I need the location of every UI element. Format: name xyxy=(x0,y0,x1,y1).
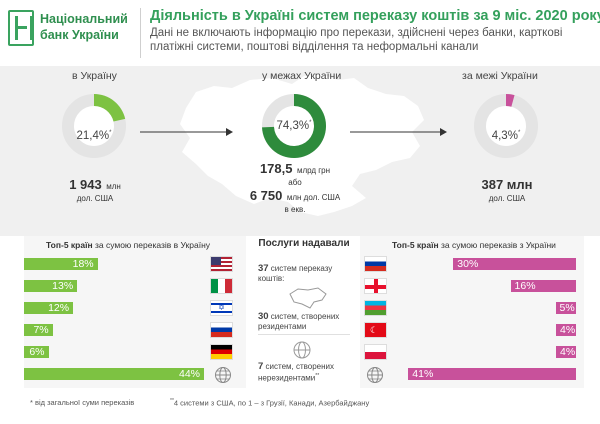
flag-azerbaijan-icon xyxy=(364,300,387,316)
donut-domestic xyxy=(262,94,326,158)
outbound-bar-value: 4% xyxy=(560,324,576,336)
inbound-bar-value: 18% xyxy=(72,258,94,270)
flag-germany-icon xyxy=(210,344,233,360)
globe-icon xyxy=(366,366,384,389)
flag-georgia-icon xyxy=(364,278,387,294)
flag-israel-icon: ✡ xyxy=(210,300,233,316)
flag-poland-icon xyxy=(364,344,387,360)
inbound-bar-value: 6% xyxy=(29,346,45,358)
donut-outbound xyxy=(474,94,538,158)
inbound-bar: 12% xyxy=(24,302,74,314)
flows-band: в Україну у межах України за межі Україн… xyxy=(0,66,600,236)
inbound-bar: 18% xyxy=(24,258,98,270)
inbound-donut-center xyxy=(74,106,114,146)
outbound-bar: 41% xyxy=(408,368,576,380)
inbound-bar: 7% xyxy=(24,324,53,336)
flag-turkey-icon: ☾ xyxy=(364,322,387,338)
header-divider xyxy=(140,8,141,58)
footnote-1: * від загальної суми переказів xyxy=(30,398,135,407)
inbound-bar: 6% xyxy=(24,346,49,358)
inbound-label: в Україну xyxy=(72,70,117,82)
donut-inbound xyxy=(62,94,126,158)
logo-line-2: банк України xyxy=(40,28,119,42)
flag-usa-icon xyxy=(210,256,233,272)
inbound-bar: 13% xyxy=(24,280,78,292)
flag-italy-icon xyxy=(210,278,233,294)
domestic-donut-center xyxy=(274,106,314,146)
services-block: Послуги надавали 37 систем переказу кошт… xyxy=(252,236,356,388)
globe-icon xyxy=(293,341,311,359)
domestic-percent: 74,3%* xyxy=(276,120,312,132)
outbound-donut-center xyxy=(486,106,526,146)
footnote-2: **4 системи з США, по 1 – з Грузії, Кана… xyxy=(170,398,370,408)
top-inbound-title: Топ-5 країн за сумою переказів в Україну xyxy=(46,240,211,250)
outbound-bar-value: 4% xyxy=(560,346,576,358)
outbound-amount: 387 млн дол. США xyxy=(481,177,533,203)
outbound-bar: 16% xyxy=(510,280,576,292)
outbound-bar-value: 5% xyxy=(559,302,575,314)
inbound-bar-value: 13% xyxy=(52,280,74,292)
nbu-logo: Національний банк України xyxy=(8,10,136,50)
top-outbound-title: Топ-5 країн за сумою переказів з України xyxy=(392,240,556,250)
logo-line-1: Національний xyxy=(40,12,128,26)
outbound-bar: 4% xyxy=(556,346,576,358)
panel-top-outbound: Топ-5 країн за сумою переказів з України… xyxy=(360,236,584,388)
panel-top-inbound: Топ-5 країн за сумою переказів в Україну… xyxy=(24,236,246,388)
inbound-donut-slice xyxy=(94,94,126,122)
outbound-donut-slice xyxy=(506,94,515,107)
flag-russia-icon xyxy=(364,256,387,272)
globe-icon xyxy=(214,366,232,389)
arrow-outbound-head xyxy=(440,128,447,136)
services-separator xyxy=(258,334,350,335)
inbound-amount: 1 943 млн дол. США xyxy=(69,177,121,203)
services-residents: 30 систем, створених резидентами xyxy=(258,311,340,331)
outbound-bar: 30% xyxy=(453,258,576,270)
services-title: Послуги надавали xyxy=(258,238,350,249)
domestic-amount: 178,5 млрд грн або 6 750 млн дол. США в … xyxy=(249,161,341,214)
outbound-bar-value: 41% xyxy=(412,368,434,380)
arrow-inbound-head xyxy=(226,128,233,136)
inbound-bar-value: 7% xyxy=(33,324,49,336)
inbound-bar-value: 12% xyxy=(48,302,70,314)
outbound-bar: 4% xyxy=(556,324,576,336)
outbound-bar-value: 16% xyxy=(514,280,536,292)
services-total: 37 систем переказу коштів: xyxy=(258,263,333,283)
logo-text: Національний банк України xyxy=(40,11,128,43)
domestic-label: у межах України xyxy=(262,70,342,82)
page-subtitle: Дані не включають інформацію про переказ… xyxy=(150,27,563,53)
inbound-percent: 21,4%* xyxy=(76,130,112,142)
inbound-bar: 44% xyxy=(24,368,204,380)
outbound-label: за межі України xyxy=(462,70,538,82)
outbound-percent: 4,3%* xyxy=(491,130,521,142)
outbound-bar-value: 30% xyxy=(457,258,479,270)
domestic-donut-slice xyxy=(262,94,326,158)
outbound-bar: 5% xyxy=(555,302,576,314)
inbound-bar-value: 44% xyxy=(178,368,200,380)
flag-russia-icon xyxy=(210,322,233,338)
page-title: Діяльність в Україні систем переказу кош… xyxy=(150,8,600,24)
ukraine-small-icon xyxy=(289,287,327,309)
services-nonresidents: 7 систем, створених нерезидентами** xyxy=(258,361,335,383)
nbu-logo-icon xyxy=(8,10,34,46)
